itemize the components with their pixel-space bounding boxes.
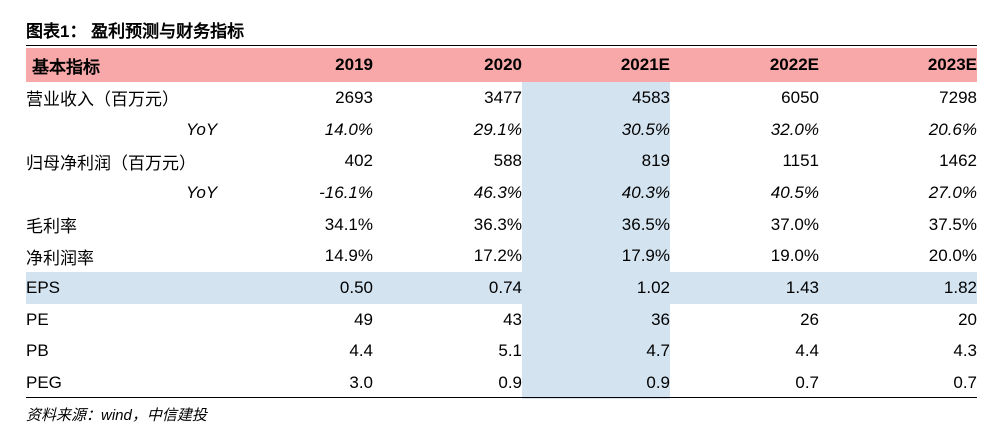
cell: 0.50 [223, 272, 373, 304]
cell: 43 [503, 309, 522, 329]
header-year: 2020 [373, 48, 522, 82]
table-bottom-rule [26, 397, 977, 398]
title-rule [26, 45, 977, 46]
cell: 20.0% [928, 246, 977, 266]
cell: 36.5% [522, 208, 670, 241]
cell: 36.3% [473, 214, 522, 234]
cell: 3477 [484, 87, 522, 107]
table-row: PE 49 43 36 26 20 [26, 303, 977, 336]
cell: 588 [493, 151, 522, 171]
cell: 1.02 [522, 272, 670, 304]
table-row: YoY -16.1% 46.3% 40.3% 40.5% 27.0% [26, 177, 977, 209]
cell: -16.1% [319, 182, 373, 202]
row-label: 毛利率 [26, 217, 77, 237]
cell: 40.3% [522, 177, 670, 209]
cell: 2693 [335, 87, 373, 107]
source-note: 资料来源：wind，中信建投 [26, 407, 207, 424]
cell: 37.0% [770, 214, 819, 234]
cell: 0.7 [953, 373, 977, 393]
row-label: PE [26, 309, 49, 329]
row-label: PB [26, 341, 49, 361]
cell: 26 [800, 309, 819, 329]
cell: 0.9 [522, 367, 670, 399]
cell: 19.0% [770, 246, 819, 266]
cell: 7298 [939, 87, 977, 107]
cell: 6050 [781, 87, 819, 107]
cell: 4.3 [953, 341, 977, 361]
table-row: YoY 14.0% 29.1% 30.5% 32.0% 20.6% [26, 113, 977, 146]
table-row: 营业收入（百万元） 2693 3477 4583 6050 7298 [26, 82, 977, 114]
header-year: 2021E [522, 48, 670, 82]
cell: 819 [522, 145, 670, 178]
cell: 34.1% [324, 214, 373, 234]
table-header-row: 基本指标 2019 2020 2021E 2022E 2023E [26, 48, 977, 82]
cell: 49 [354, 309, 373, 329]
cell: 0.9 [498, 373, 522, 393]
cell: 14.9% [324, 246, 373, 266]
table-row: 毛利率 34.1% 36.3% 36.5% 37.0% 37.5% [26, 208, 977, 241]
table-row: PEG 3.0 0.9 0.9 0.7 0.7 [26, 367, 977, 399]
cell: 20.6% [928, 119, 977, 139]
table-row: 归母净利润（百万元） 402 588 819 1151 1462 [26, 145, 977, 178]
row-label: 归母净利润（百万元） [26, 153, 196, 173]
header-year: 2019 [223, 48, 373, 82]
cell: 14.0% [324, 119, 373, 139]
cell: 0.74 [373, 272, 522, 304]
financial-table: 基本指标 2019 2020 2021E 2022E 2023E 营业收入（百万… [26, 48, 977, 399]
cell: 40.5% [770, 182, 819, 202]
cell: 46.3% [473, 182, 522, 202]
table-row: 净利润率 14.9% 17.2% 17.9% 19.0% 20.0% [26, 240, 977, 273]
cell: 32.0% [770, 119, 819, 139]
cell: 30.5% [522, 113, 670, 146]
cell: 4583 [522, 82, 670, 114]
cell: 4.7 [522, 335, 670, 368]
figure-title: 图表1： 盈利预测与财务指标 [26, 22, 245, 41]
cell: 17.2% [473, 246, 522, 266]
header-label: 基本指标 [26, 48, 223, 82]
table-row: EPS 0.50 0.74 1.02 1.43 1.82 [26, 272, 977, 304]
cell: 17.9% [522, 240, 670, 273]
cell: 1.82 [819, 272, 977, 304]
cell: 4.4 [349, 341, 373, 361]
row-label: PEG [26, 373, 62, 393]
row-label: YoY [186, 182, 218, 202]
cell: 1462 [939, 151, 977, 171]
cell: 3.0 [349, 373, 373, 393]
table-row: PB 4.4 5.1 4.7 4.4 4.3 [26, 335, 977, 368]
cell: 20 [958, 309, 977, 329]
cell: 0.7 [795, 373, 819, 393]
cell: 29.1% [473, 119, 522, 139]
cell: 5.1 [498, 341, 522, 361]
cell: 37.5% [928, 214, 977, 234]
cell: 1151 [782, 151, 819, 171]
row-label: 净利润率 [26, 248, 94, 268]
cell: 27.0% [928, 182, 977, 202]
row-label: EPS [26, 272, 223, 304]
header-year: 2023E [819, 48, 977, 82]
header-year: 2022E [670, 48, 819, 82]
cell: 4.4 [795, 341, 819, 361]
cell: 402 [344, 151, 373, 171]
row-label: 营业收入（百万元） [26, 90, 179, 110]
cell: 36 [522, 303, 670, 336]
cell: 1.43 [670, 272, 819, 304]
row-label: YoY [186, 119, 218, 139]
